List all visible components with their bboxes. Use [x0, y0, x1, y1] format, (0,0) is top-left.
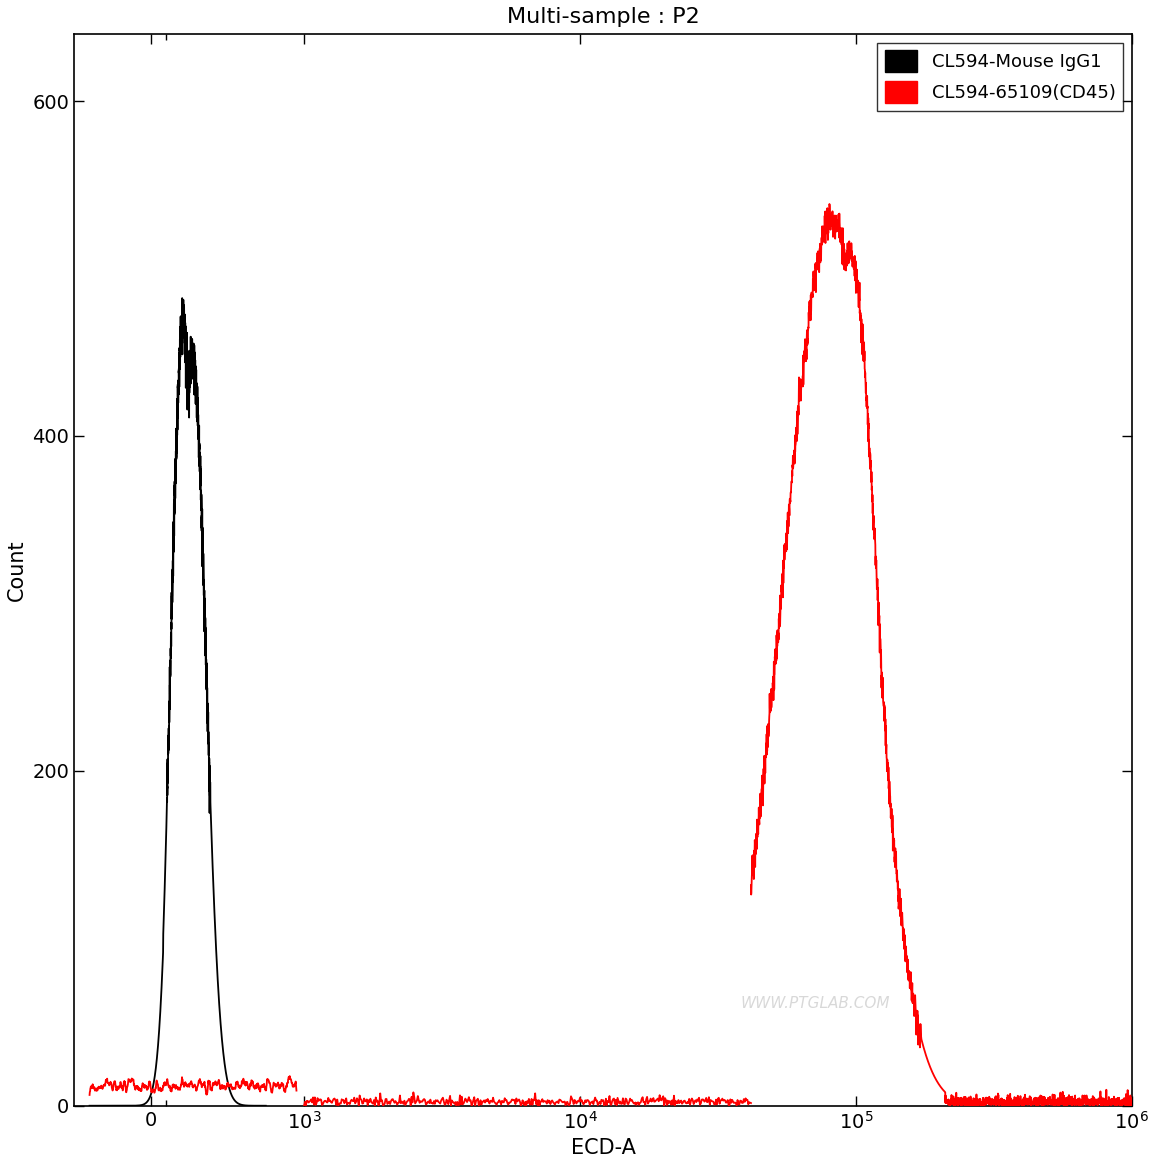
Y-axis label: Count: Count — [7, 539, 27, 601]
Legend: CL594-Mouse IgG1, CL594-65109(CD45): CL594-Mouse IgG1, CL594-65109(CD45) — [877, 43, 1122, 111]
Text: WWW.PTGLAB.COM: WWW.PTGLAB.COM — [740, 996, 890, 1011]
X-axis label: ECD-A: ECD-A — [571, 1138, 636, 1158]
Title: Multi-sample : P2: Multi-sample : P2 — [506, 7, 699, 27]
